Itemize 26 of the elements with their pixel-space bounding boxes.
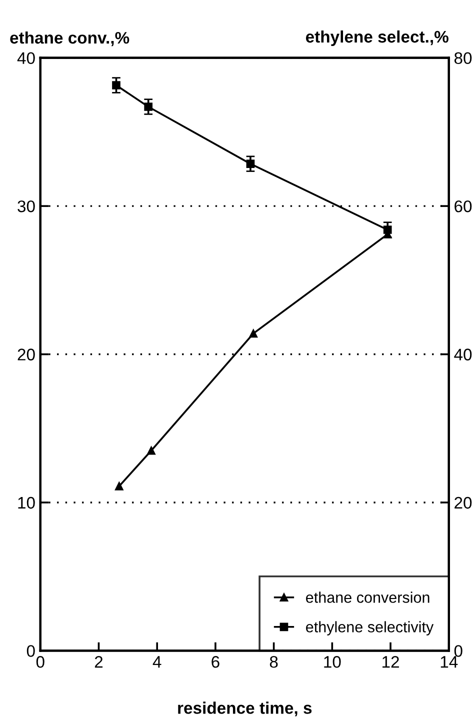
x-tick-label: 12 xyxy=(382,656,399,668)
y2-axis-title: ethylene select.,% xyxy=(306,30,448,46)
y2-tick-label: 0 xyxy=(454,645,462,657)
x-tick-label: 0 xyxy=(36,656,44,668)
y-tick-label: 40 xyxy=(17,52,35,64)
y2-tick-label: 80 xyxy=(454,52,472,64)
x-tick-label: 4 xyxy=(152,656,162,668)
legend-label: ethane conversion xyxy=(306,592,430,603)
y2-tick-label: 60 xyxy=(454,200,472,212)
point xyxy=(114,482,124,490)
x-tick-label: 2 xyxy=(94,656,103,668)
y-axis-title: ethane conv.,% xyxy=(10,31,130,46)
point xyxy=(147,446,156,455)
x-tick-label: 10 xyxy=(324,656,341,668)
y-tick-label: 30 xyxy=(18,200,35,212)
y2-tick-label: 40 xyxy=(454,348,472,360)
x-axis-title: residence time, s xyxy=(178,702,312,716)
x-tick-label: 6 xyxy=(212,656,220,668)
legend-label: ethylene selectivity xyxy=(306,621,434,636)
y-tick-label: 10 xyxy=(18,496,35,509)
x-tick-label: 14 xyxy=(440,656,458,668)
y2-tick-label: 20 xyxy=(454,496,472,509)
y-tick-label: 0 xyxy=(26,645,35,657)
x-tick-label: 8 xyxy=(270,656,278,668)
point xyxy=(249,329,258,338)
y-tick-label: 20 xyxy=(18,348,35,360)
